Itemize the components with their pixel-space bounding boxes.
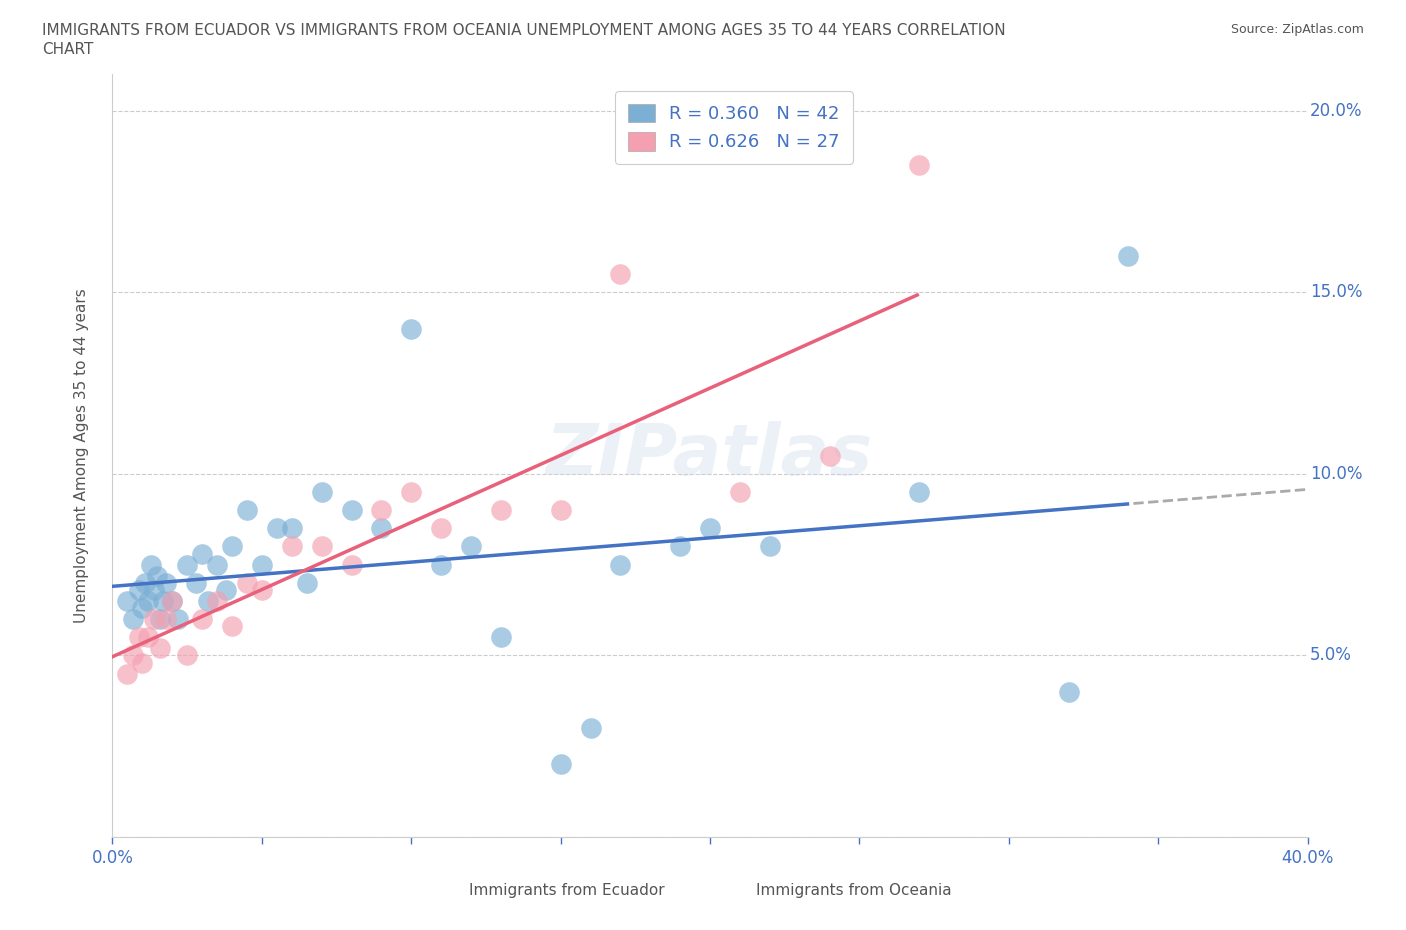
Point [131, 601, 153, 616]
Point [138, 630, 160, 644]
Text: Source: ZipAtlas.com: Source: ZipAtlas.com [1230, 23, 1364, 36]
Point [550, 503, 572, 518]
Point [759, 539, 782, 554]
Point [149, 641, 172, 656]
Point [401, 321, 423, 336]
Point [908, 485, 931, 499]
FancyBboxPatch shape [716, 879, 762, 900]
Point [370, 503, 392, 518]
Point [191, 612, 214, 627]
Point [489, 630, 512, 644]
Point [295, 576, 318, 591]
Text: ZIPatlas: ZIPatlas [547, 421, 873, 490]
Point [155, 612, 177, 627]
Point [167, 612, 190, 627]
Point [266, 521, 288, 536]
Point [236, 503, 259, 518]
Point [143, 612, 166, 627]
Text: Immigrants from Ecuador: Immigrants from Ecuador [468, 883, 665, 897]
Point [669, 539, 692, 554]
Point [117, 666, 139, 681]
Point [122, 612, 145, 627]
Point [281, 521, 304, 536]
Point [311, 539, 333, 554]
Point [146, 568, 169, 583]
Point [370, 521, 392, 536]
Point [281, 539, 304, 554]
Point [138, 593, 160, 608]
Point [134, 576, 156, 591]
Text: 20.0%: 20.0% [1310, 101, 1362, 120]
Point [579, 721, 602, 736]
Point [340, 503, 363, 518]
Point [609, 557, 631, 572]
Point [908, 158, 931, 173]
Text: Immigrants from Oceania: Immigrants from Oceania [755, 883, 952, 897]
Point [699, 521, 721, 536]
Text: 10.0%: 10.0% [1310, 465, 1362, 483]
Point [340, 557, 363, 572]
Point [460, 539, 482, 554]
Point [1118, 248, 1140, 263]
FancyBboxPatch shape [436, 879, 481, 900]
Point [1057, 684, 1080, 699]
Point [550, 757, 572, 772]
Point [162, 593, 183, 608]
Y-axis label: Unemployment Among Ages 35 to 44 years: Unemployment Among Ages 35 to 44 years [75, 288, 89, 623]
Point [818, 448, 841, 463]
Point [149, 612, 172, 627]
Text: 5.0%: 5.0% [1310, 646, 1351, 664]
Point [236, 576, 259, 591]
Point [128, 630, 150, 644]
Point [215, 582, 238, 597]
Point [152, 593, 174, 608]
Point [430, 557, 453, 572]
Point [221, 539, 243, 554]
Point [128, 582, 150, 597]
Point [176, 648, 198, 663]
Point [205, 557, 228, 572]
Text: 15.0%: 15.0% [1310, 284, 1362, 301]
Point [143, 582, 166, 597]
Legend: R = 0.360   N = 42, R = 0.626   N = 27: R = 0.360 N = 42, R = 0.626 N = 27 [616, 91, 852, 164]
Point [117, 593, 139, 608]
Point [401, 485, 423, 499]
Point [122, 648, 145, 663]
Point [205, 593, 228, 608]
Point [176, 557, 198, 572]
Point [186, 576, 208, 591]
Point [430, 521, 453, 536]
Point [250, 582, 273, 597]
Text: CHART: CHART [42, 42, 94, 57]
Text: IMMIGRANTS FROM ECUADOR VS IMMIGRANTS FROM OCEANIA UNEMPLOYMENT AMONG AGES 35 TO: IMMIGRANTS FROM ECUADOR VS IMMIGRANTS FR… [42, 23, 1005, 38]
Point [221, 619, 243, 634]
Point [155, 576, 177, 591]
Point [250, 557, 273, 572]
Point [489, 503, 512, 518]
Point [197, 593, 219, 608]
Point [191, 546, 214, 561]
Point [131, 656, 153, 671]
Point [141, 557, 163, 572]
Point [728, 485, 751, 499]
Point [162, 593, 183, 608]
Point [609, 267, 631, 282]
Point [311, 485, 333, 499]
